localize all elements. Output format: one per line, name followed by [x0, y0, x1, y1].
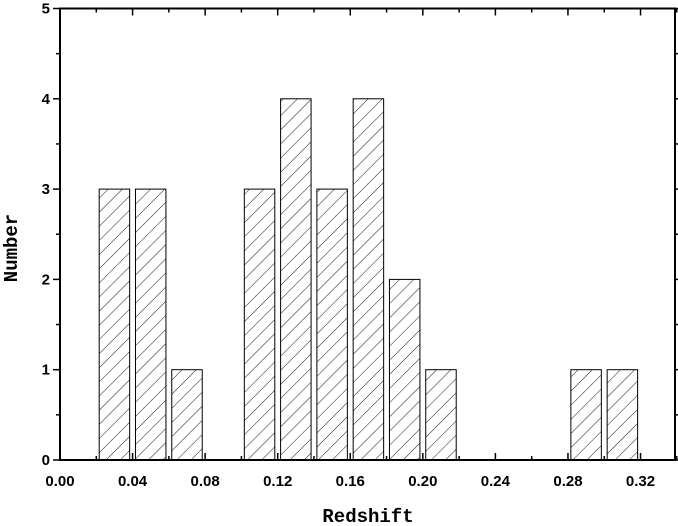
- bar: [243, 188, 276, 461]
- x-tick-label: 0.16: [336, 473, 365, 490]
- x-tick-label: 0.00: [45, 473, 74, 490]
- x-tick-label: 0.24: [481, 473, 511, 490]
- y-tick-label: 3: [42, 181, 50, 198]
- x-tick-label: 0.28: [553, 473, 582, 490]
- x-tick-label: 0.20: [408, 473, 437, 490]
- bar: [425, 369, 457, 461]
- y-tick-label: 0: [42, 452, 50, 469]
- bar: [316, 188, 348, 461]
- bar: [570, 369, 602, 461]
- axes-group: [53, 7, 678, 461]
- x-tick-label: 0.08: [191, 473, 220, 490]
- bar: [352, 98, 385, 461]
- bars-group: [98, 98, 639, 461]
- x-tick-labels: 0.00 0.04 0.08 0.12 0.16 0.20 0.24 0.28 0.32: [45, 473, 655, 490]
- bar: [388, 278, 421, 461]
- x-tick-label: 0.12: [263, 473, 292, 490]
- y-tick-label: 4: [42, 91, 51, 108]
- bar: [280, 98, 312, 461]
- y-tick-label: 1: [42, 362, 50, 379]
- y-tick-label: 5: [42, 1, 50, 18]
- bar: [98, 188, 131, 461]
- bar: [171, 369, 203, 461]
- y-axis-title: Number: [1, 214, 23, 282]
- y-tick-label: 2: [42, 271, 50, 288]
- y-tick-labels: 0 1 2 3 4 5: [42, 1, 51, 470]
- x-tick-label: 0.04: [118, 473, 148, 490]
- bar: [134, 188, 167, 461]
- bar: [606, 369, 639, 461]
- x-axis-title: Redshift: [322, 506, 413, 526]
- x-tick-label: 0.32: [626, 473, 655, 490]
